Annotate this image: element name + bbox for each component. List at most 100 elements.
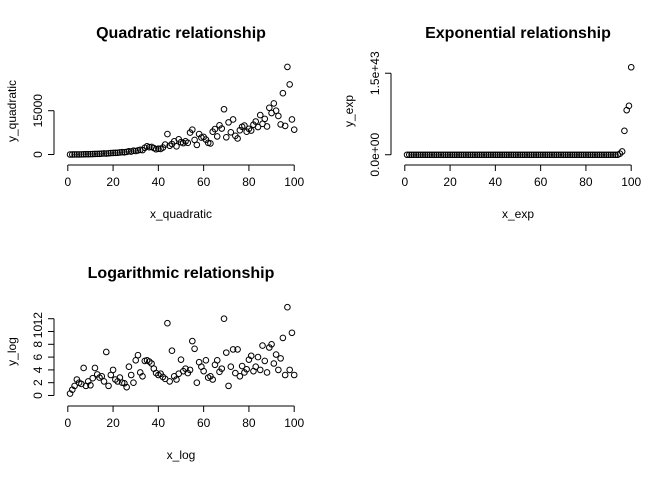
point [516,151,524,159]
y-tick-label: 10 [31,325,45,339]
point [566,151,574,159]
y-tick-label: 1.5e+43 [368,51,382,95]
point [605,151,612,159]
point [222,133,230,141]
point [105,149,112,157]
point [539,151,547,159]
x-axis-title: x_exp [502,207,534,221]
point [236,372,244,380]
point [272,351,280,358]
point [247,127,255,134]
point [177,356,185,363]
point [480,151,488,159]
point [220,105,228,113]
x-tick-label: 80 [579,175,593,189]
point [589,151,597,159]
point [483,151,490,159]
x-tick-label: 100 [284,416,304,430]
point [78,151,85,158]
point [541,151,549,159]
point [189,126,196,133]
point [498,151,506,159]
point [284,63,291,71]
y-tick-label: 12 [31,312,45,326]
point [562,151,569,159]
point [225,119,232,126]
point [471,151,479,159]
point [263,369,271,376]
point [268,341,275,348]
point [75,151,83,158]
point [462,151,470,159]
point [596,151,603,159]
x-tick-label: 0 [64,416,71,430]
point [408,151,415,159]
point [575,151,583,159]
point [557,151,565,159]
point [275,366,282,374]
point [243,365,250,373]
point [238,362,246,370]
point [580,151,587,159]
y-tick-label: 0 [31,392,45,399]
x-tick-label: 40 [152,175,166,189]
x-tick-label: 20 [443,175,457,189]
point [621,127,628,135]
point [254,353,262,361]
point [546,151,553,159]
point [507,151,515,159]
point [96,150,103,158]
point [266,104,273,112]
point [263,123,271,130]
point [550,151,558,159]
chart-title: Quadratic relationship [96,25,266,42]
point [234,346,241,353]
point [485,151,492,159]
y-tick-label: 6 [31,353,45,360]
point [406,151,413,159]
point [259,342,266,349]
point [123,383,130,391]
point [146,143,153,151]
point [232,369,239,377]
point [241,122,248,129]
point [600,151,608,159]
point [476,151,483,159]
point [161,141,169,148]
point [587,151,594,159]
point [225,382,232,390]
point [166,378,173,385]
point [125,147,133,155]
point [229,346,237,353]
point [535,151,542,159]
point [73,151,81,158]
x-tick-label: 0 [64,175,71,189]
point [286,81,293,88]
point [82,150,90,158]
x-axis-title: x_log [167,448,196,462]
y-tick-label: 0.0e+00 [368,133,382,177]
y-axis-title: y_quadratic [5,80,19,142]
x-tick-label: 20 [106,175,120,189]
point [584,151,592,159]
point [439,151,447,159]
point [71,382,78,390]
point [207,140,214,147]
point [118,148,126,156]
point [487,151,495,159]
point [569,151,576,159]
point [256,111,264,119]
point [218,365,226,372]
x-tick-label: 100 [621,175,641,189]
point [168,347,176,355]
point [419,151,427,159]
y-tick-label: 2 [31,379,45,386]
point [612,151,619,159]
point [173,376,180,383]
point [155,145,162,152]
x-tick-label: 60 [197,416,211,430]
point [286,366,293,374]
x-tick-label: 0 [401,175,408,189]
point [189,337,196,345]
point [559,151,567,159]
